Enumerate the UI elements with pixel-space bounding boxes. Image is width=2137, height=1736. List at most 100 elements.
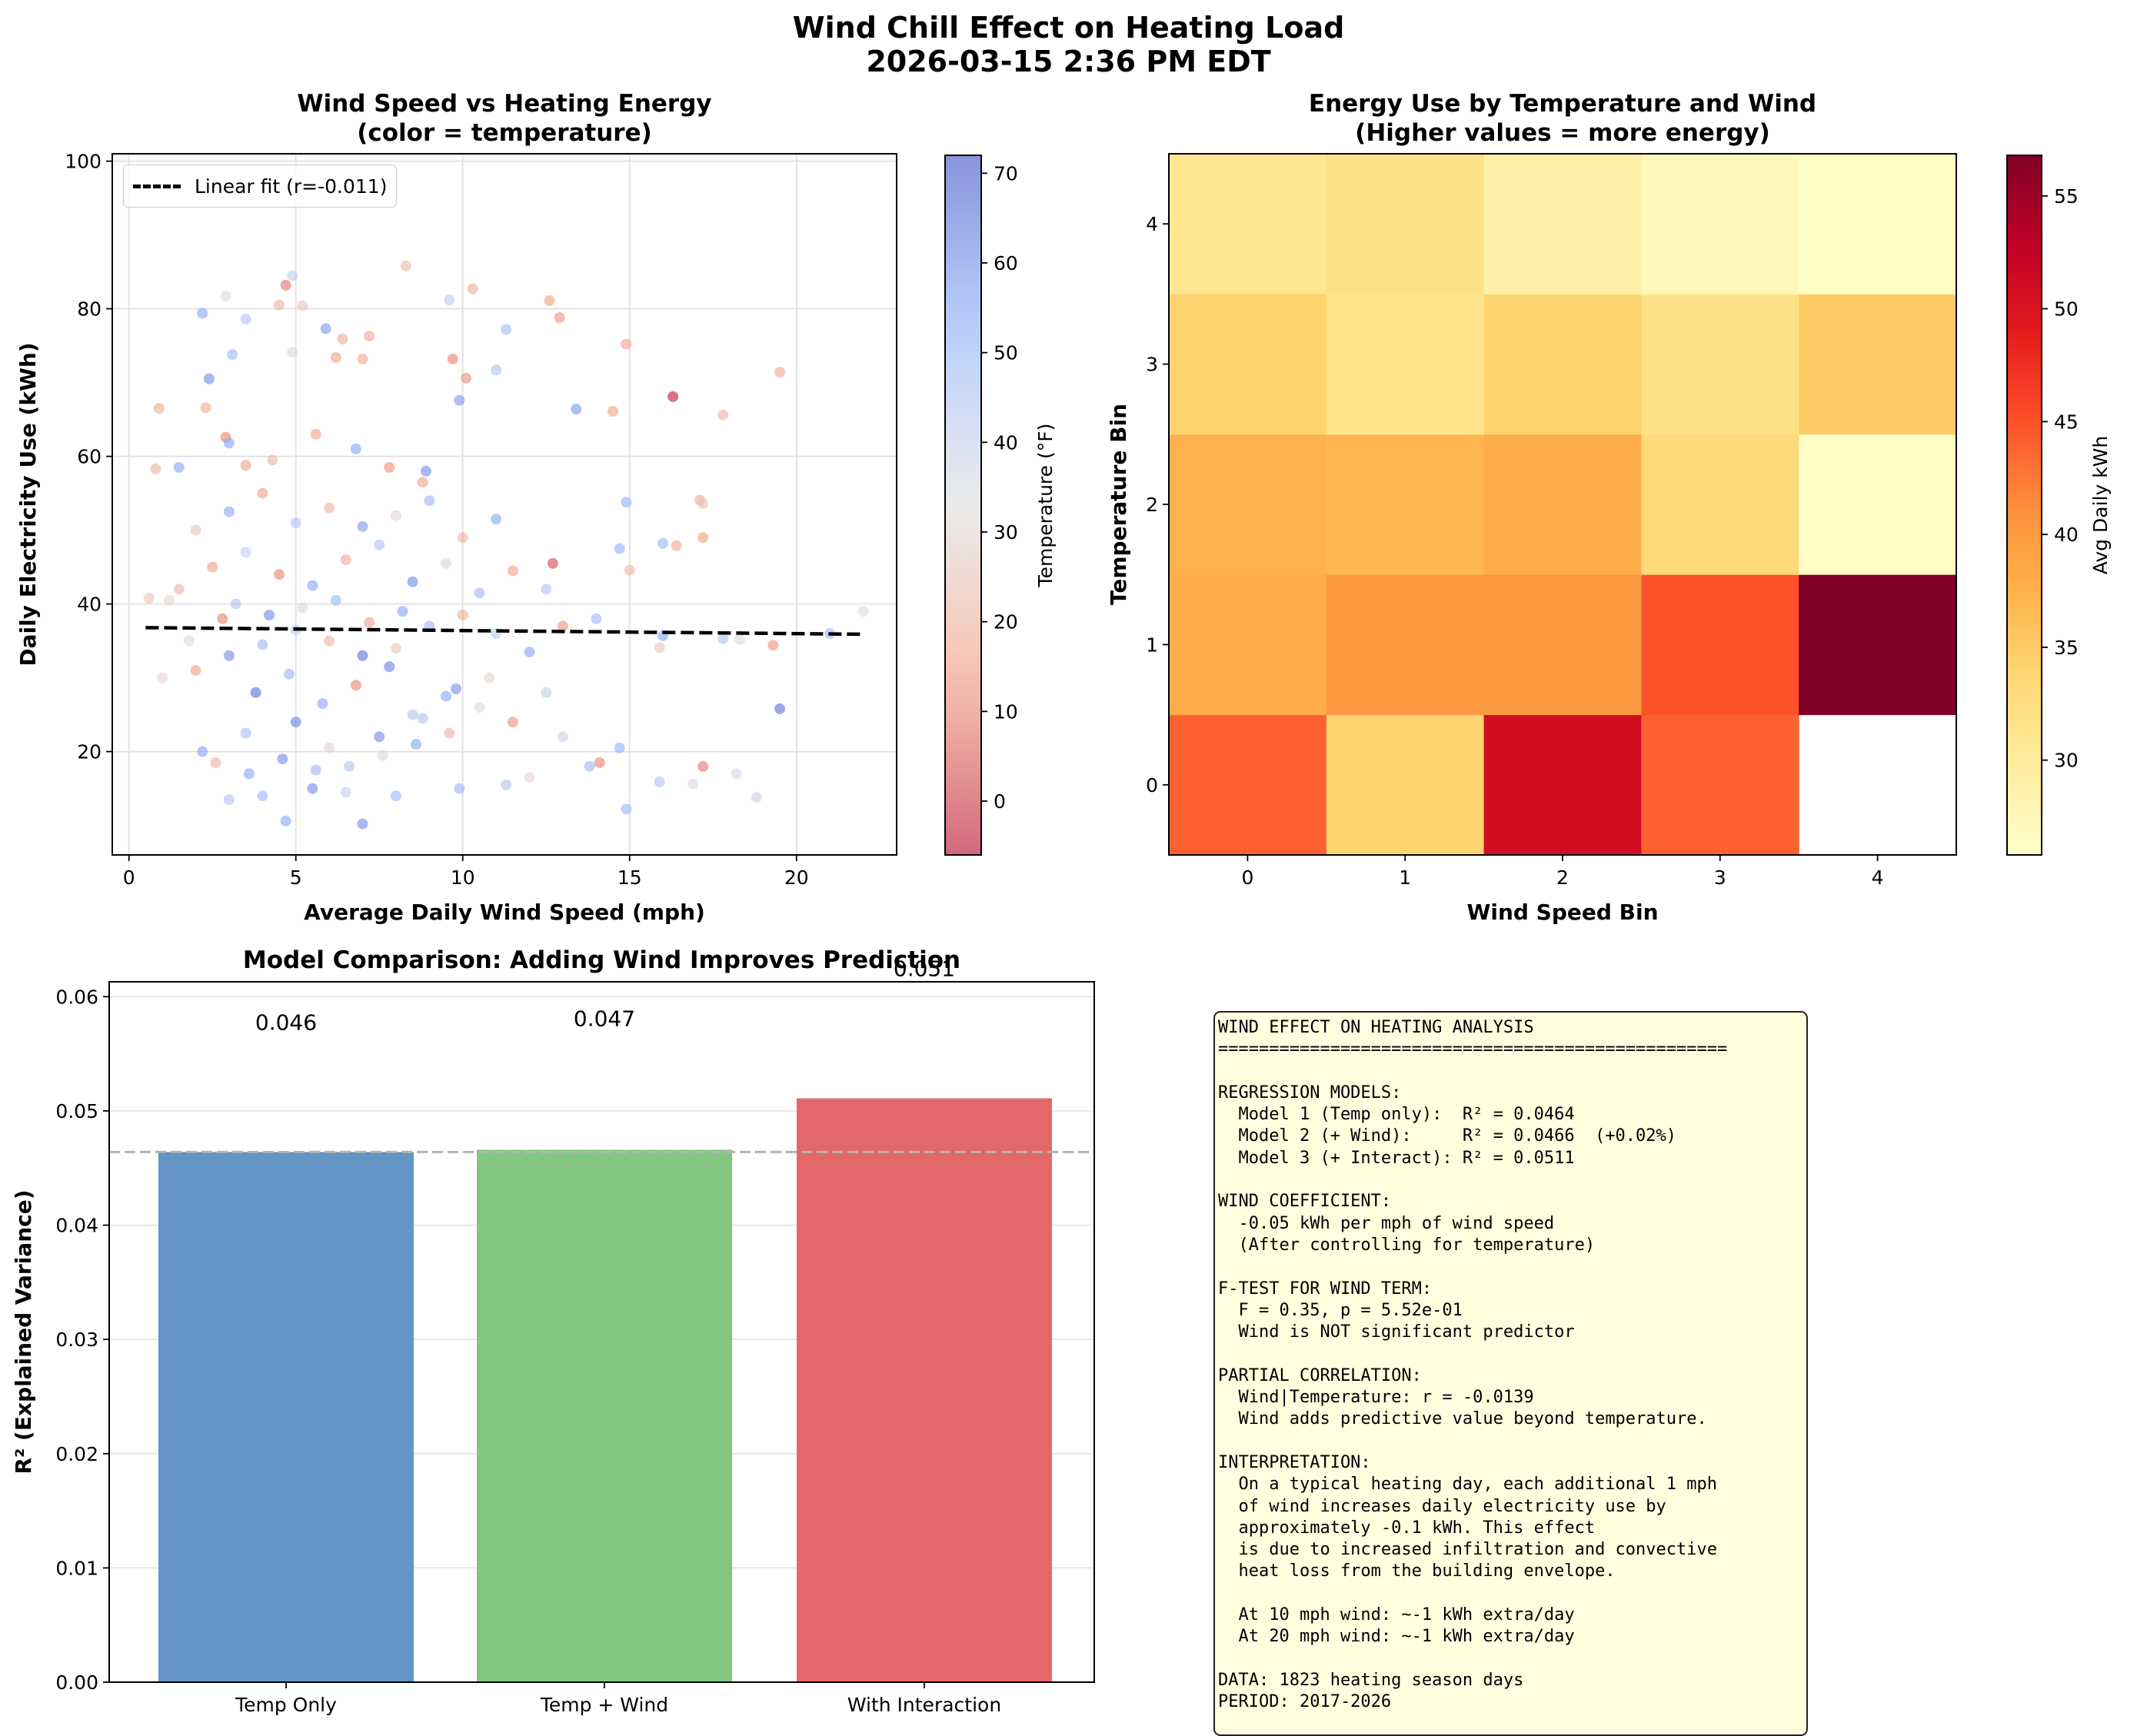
scatter-point bbox=[417, 477, 428, 488]
scatter-point bbox=[173, 462, 185, 473]
bar bbox=[797, 1098, 1052, 1682]
heatmap-cell bbox=[1799, 294, 1957, 435]
scatter-point bbox=[227, 349, 238, 361]
y-tick-label: 0.00 bbox=[55, 1671, 98, 1694]
colorbar-label: Temperature (°F) bbox=[1034, 424, 1057, 588]
scatter-point bbox=[374, 539, 385, 550]
scatter-point bbox=[310, 764, 321, 776]
scatter-point bbox=[474, 702, 485, 713]
scatter-point bbox=[287, 347, 298, 358]
scatter-point bbox=[461, 372, 472, 384]
colorbar-tick-label: 40 bbox=[994, 431, 1018, 454]
heatmap-cell bbox=[1483, 714, 1642, 856]
colorbar-tick-label: 60 bbox=[994, 252, 1018, 274]
scatter-point bbox=[774, 367, 786, 378]
scatter-point bbox=[507, 717, 518, 728]
scatter-point bbox=[557, 731, 568, 743]
heatmap-title-line1: Energy Use by Temperature and Wind bbox=[1308, 90, 1817, 118]
scatter-point bbox=[250, 687, 261, 698]
summary-line bbox=[1218, 1169, 1803, 1191]
scatter-point bbox=[317, 698, 328, 710]
scatter-point bbox=[223, 794, 235, 805]
heatmap-cell bbox=[1483, 434, 1642, 575]
bar-value-label: 0.051 bbox=[894, 956, 955, 982]
y-tick-label: 80 bbox=[77, 298, 102, 321]
scatter-point bbox=[687, 778, 699, 790]
x-tick-label: 2 bbox=[1556, 866, 1569, 889]
scatter-point bbox=[257, 487, 268, 499]
scatter-point bbox=[307, 783, 318, 794]
heatmap-cell bbox=[1799, 574, 1957, 716]
scatter-point bbox=[524, 647, 535, 657]
scatter-point bbox=[571, 404, 582, 415]
scatter-point bbox=[240, 314, 251, 325]
scatter-point bbox=[507, 565, 518, 577]
y-tick-label: 100 bbox=[65, 151, 102, 173]
scatter-point bbox=[621, 497, 632, 508]
colorbar-label: Avg Daily kWh bbox=[2089, 436, 2112, 575]
scatter-point bbox=[153, 403, 165, 414]
scatter-point bbox=[324, 502, 335, 514]
summary-line bbox=[1218, 1061, 1803, 1083]
summary-line: PARTIAL CORRELATION: bbox=[1218, 1365, 1422, 1385]
y-tick-label: 0.03 bbox=[55, 1329, 98, 1351]
scatter-point bbox=[290, 517, 301, 528]
scatter-point bbox=[751, 792, 762, 803]
scatter-point bbox=[400, 260, 411, 271]
legend-dashed-line-icon bbox=[133, 184, 181, 188]
scatter-point bbox=[591, 613, 602, 624]
heatmap-cell bbox=[1169, 154, 1327, 294]
colorbar-tick-label: 20 bbox=[994, 611, 1018, 634]
scatter-point bbox=[173, 584, 185, 595]
scatter-point bbox=[374, 731, 385, 743]
scatter-point bbox=[257, 639, 268, 650]
heatmap-cell bbox=[1641, 154, 1799, 294]
summary-line bbox=[1218, 1648, 1803, 1670]
scatter-title-line2: (color = temperature) bbox=[357, 119, 652, 147]
summary-line: DATA: 1823 heating season days bbox=[1218, 1670, 1524, 1690]
summary-line: ========================================… bbox=[1218, 1039, 1728, 1059]
y-tick-label: 0.06 bbox=[55, 986, 98, 1008]
scatter-point bbox=[223, 437, 235, 449]
scatter-point bbox=[491, 514, 502, 525]
heatmap-cell bbox=[1641, 294, 1799, 435]
scatter-point bbox=[501, 324, 512, 335]
x-tick-label: Temp + Wind bbox=[540, 1694, 668, 1716]
scatter-title-line1: Wind Speed vs Heating Energy bbox=[297, 90, 712, 118]
heatmap-cell bbox=[1326, 574, 1485, 716]
scatter-point bbox=[390, 510, 401, 521]
scatter-point bbox=[243, 768, 255, 780]
scatter-point bbox=[277, 753, 288, 765]
summary-line: heat loss from the building envelope. bbox=[1218, 1561, 1616, 1581]
summary-line: Model 1 (Temp only): R² = 0.0464 bbox=[1218, 1105, 1575, 1125]
scatter-point bbox=[240, 460, 251, 471]
scatter-point bbox=[424, 495, 435, 507]
y-tick-label: 3 bbox=[1146, 354, 1158, 376]
colorbar-tick-label: 40 bbox=[2054, 524, 2079, 546]
heatmap-cell bbox=[1483, 574, 1642, 716]
x-tick-label: 0 bbox=[123, 866, 135, 889]
colorbar-tick-label: 30 bbox=[994, 521, 1018, 544]
scatter-point bbox=[330, 351, 341, 363]
summary-line: is due to increased infiltration and con… bbox=[1218, 1540, 1718, 1560]
scatter-point bbox=[210, 757, 221, 768]
bar-value-label: 0.047 bbox=[574, 1006, 635, 1031]
summary-line: Model 3 (+ Interact): R² = 0.0511 bbox=[1218, 1148, 1575, 1168]
y-tick-label: 0.04 bbox=[55, 1215, 98, 1237]
scatter-point bbox=[390, 643, 401, 654]
scatter-point bbox=[320, 323, 331, 334]
scatter-point bbox=[274, 569, 285, 580]
scatter-point bbox=[157, 672, 168, 683]
scatter-point bbox=[474, 587, 485, 599]
x-axis-label: Wind Speed Bin bbox=[1466, 900, 1658, 925]
heatmap-cell bbox=[1326, 434, 1485, 575]
x-tick-label: 10 bbox=[451, 866, 475, 889]
scatter-point bbox=[457, 532, 468, 544]
y-axis-label: Temperature Bin bbox=[1106, 404, 1131, 605]
x-tick-label: With Interaction bbox=[847, 1694, 1001, 1716]
scatter-point bbox=[671, 540, 682, 551]
x-tick-label: 20 bbox=[784, 866, 809, 889]
scatter-point bbox=[357, 353, 368, 364]
summary-line bbox=[1218, 1256, 1803, 1278]
